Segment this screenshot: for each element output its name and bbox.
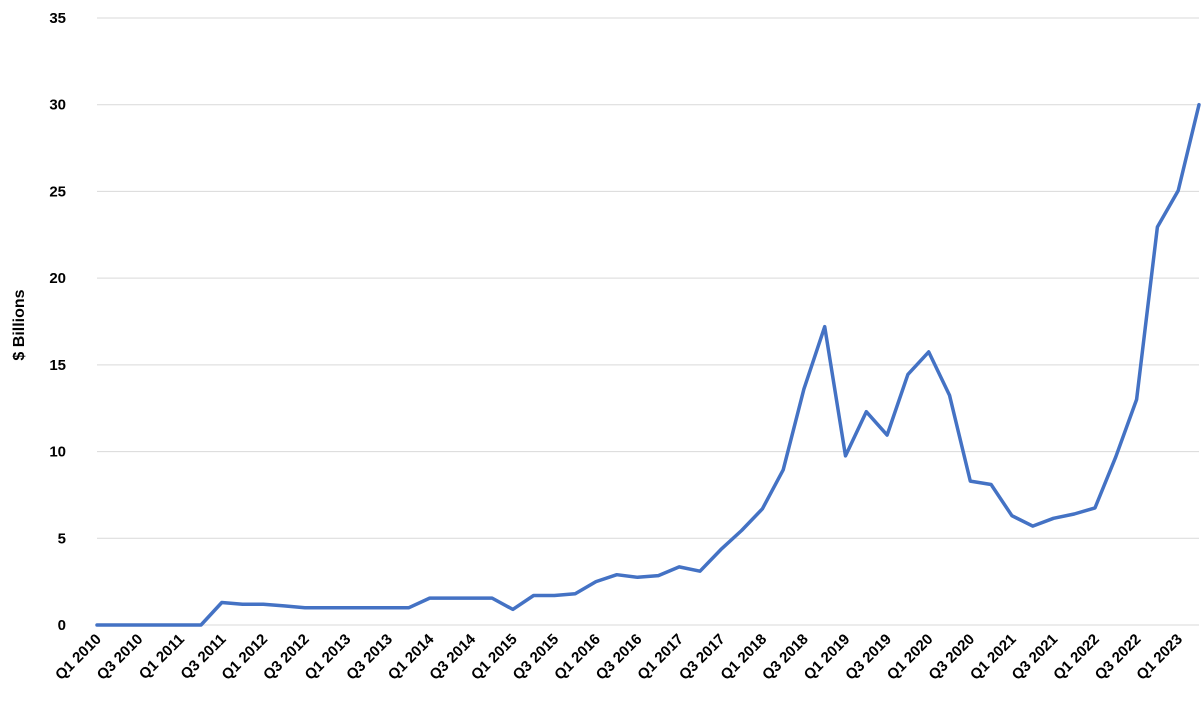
y-axis-label: $ Billions: [11, 289, 28, 360]
y-axis-ticks: 0 5 10 15 20 25 30 35: [49, 10, 66, 634]
y-tick-label: 0: [58, 617, 66, 634]
y-tick-label: 15: [49, 357, 66, 374]
y-tick-label: 20: [49, 270, 66, 287]
y-tick-label: 5: [58, 530, 66, 547]
series-group: [95, 102, 1201, 627]
series-line-0: [95, 102, 1201, 627]
y-tick-label: 25: [49, 183, 66, 200]
x-tick-label: Q3 2010: [94, 631, 147, 684]
y-tick-label: 30: [49, 97, 66, 114]
y-tick-label: 35: [49, 10, 66, 27]
x-tick-label: Q1 2023: [1133, 631, 1186, 684]
x-tick-label: Q1 2011: [136, 631, 188, 683]
y-tick-label: 10: [49, 444, 66, 461]
gridlines: [97, 17, 1199, 626]
